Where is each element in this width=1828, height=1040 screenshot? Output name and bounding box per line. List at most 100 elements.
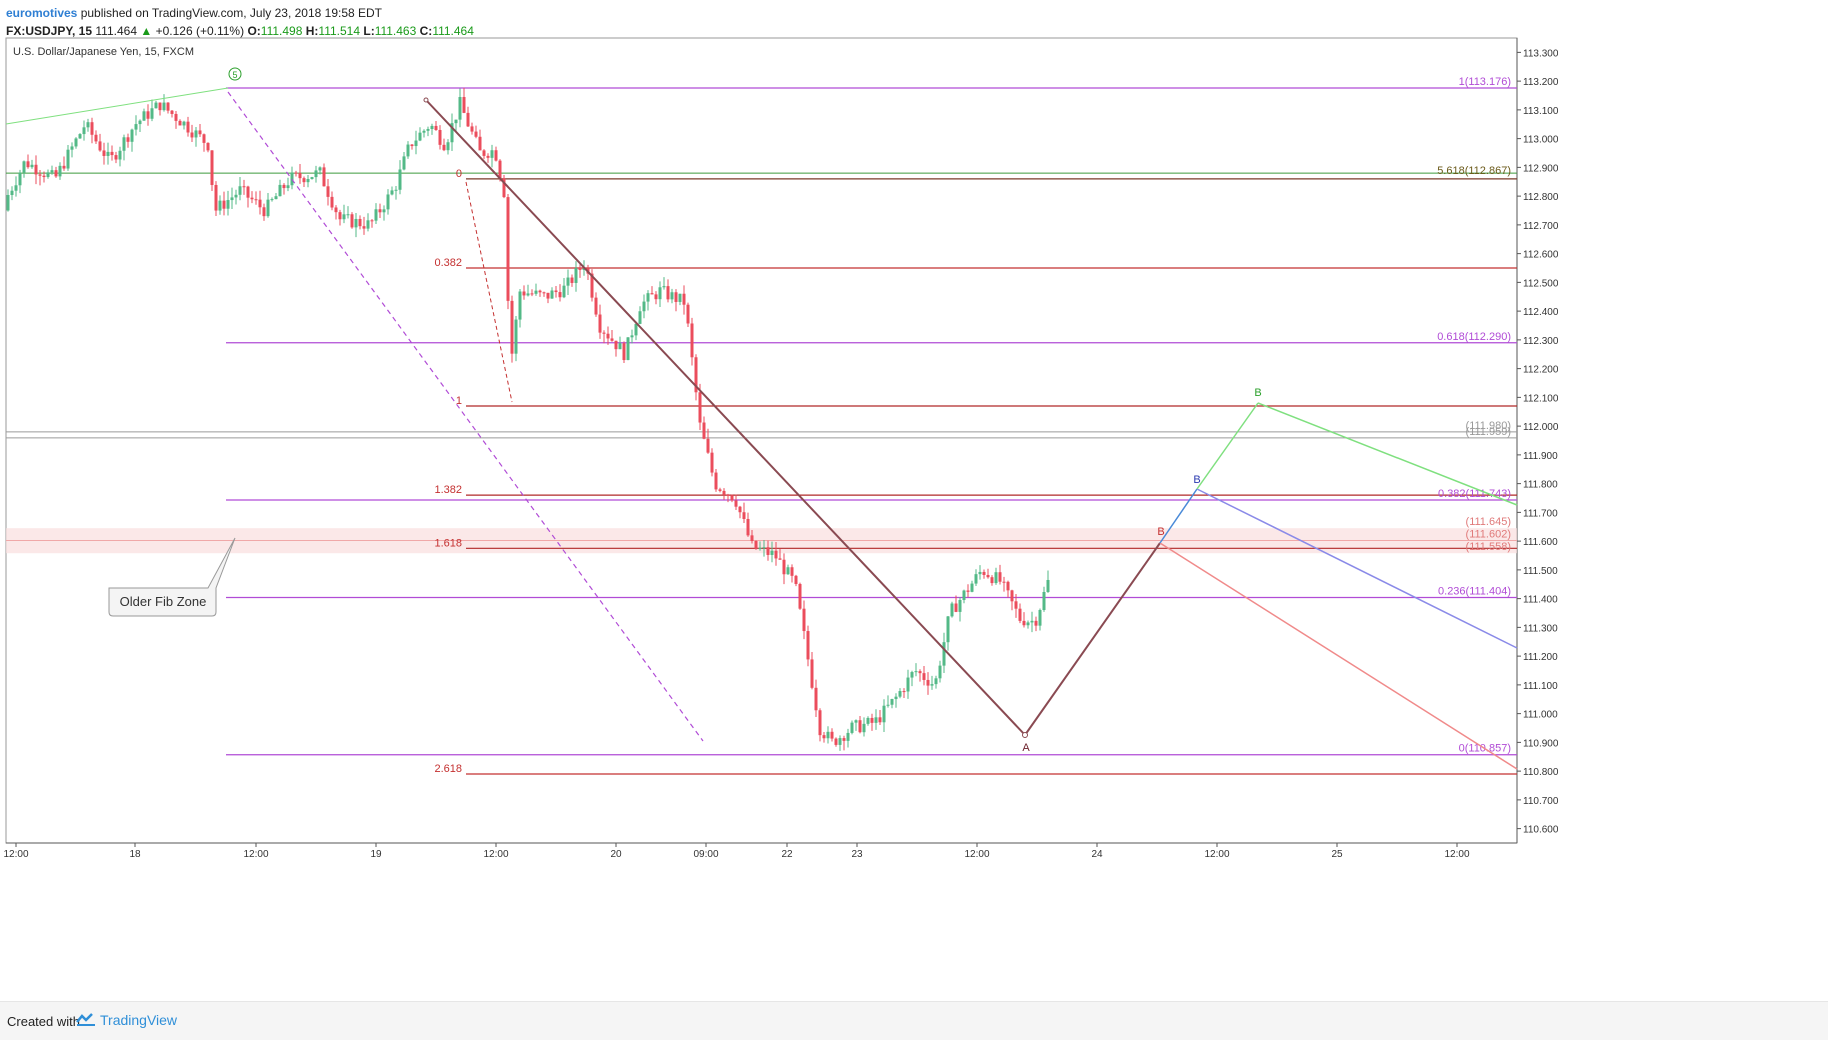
y-tick-label: 112.300 [1523, 336, 1559, 347]
candle [946, 616, 950, 651]
candle [474, 125, 478, 139]
candle-body [722, 490, 726, 495]
fib-level-label: 1.618 [434, 537, 462, 549]
y-tick-label: 113.300 [1523, 48, 1559, 59]
candle [602, 330, 606, 344]
candle-body [606, 333, 610, 339]
candle [814, 679, 818, 718]
candle [210, 150, 214, 192]
candle-body [90, 122, 94, 135]
candle-body [694, 357, 698, 393]
candle [394, 185, 398, 200]
candle-body [198, 130, 202, 135]
candle [6, 189, 10, 212]
candle-body [870, 717, 874, 723]
red-dashed-diagonal [465, 181, 513, 403]
candle-body [226, 200, 230, 209]
candle-body [366, 220, 370, 229]
open-value: 111.498 [260, 24, 303, 38]
candle-body [218, 200, 222, 211]
candle [678, 293, 682, 306]
green-leg-line [1196, 402, 1259, 490]
candle [1010, 589, 1014, 611]
candle [174, 110, 178, 129]
candle [838, 735, 842, 751]
candle-body [474, 131, 478, 137]
candle [858, 715, 862, 734]
candle-body [86, 122, 90, 128]
candle-body [806, 631, 810, 660]
candle-body [998, 572, 1002, 582]
candle-body [66, 149, 70, 169]
candle-body [286, 185, 290, 189]
candle-body [958, 600, 962, 612]
candle-body [638, 311, 642, 324]
author-link[interactable]: euromotives [6, 6, 78, 20]
candle [118, 146, 122, 167]
candle-body [910, 672, 914, 678]
candle [662, 277, 666, 290]
candle [190, 124, 194, 142]
tradingview-logo-icon [76, 1013, 95, 1026]
fib-level-label: 0.382 [434, 257, 462, 269]
candle [398, 160, 402, 195]
candle-body [698, 392, 702, 423]
candle-body [134, 124, 138, 130]
candle [278, 179, 282, 197]
candle-body [522, 291, 526, 296]
candle [994, 567, 998, 585]
candle-body [862, 723, 866, 733]
blue-leg-line [1159, 488, 1198, 544]
candle [318, 166, 322, 175]
candle-body [306, 179, 310, 183]
candle-body [878, 717, 882, 723]
candle [806, 625, 810, 667]
candle-body [470, 126, 474, 132]
price-chart[interactable]: U.S. Dollar/Japanese Yen, 15, FXCM 113.30… [0, 0, 1828, 1000]
candle [918, 669, 922, 682]
candle-body [410, 144, 414, 147]
candle-body [302, 178, 306, 183]
x-tick-label: 12:00 [1204, 849, 1229, 860]
candle [534, 283, 538, 296]
candle [542, 291, 546, 297]
candle-body [942, 642, 946, 666]
candle [898, 688, 902, 699]
candle-body [294, 172, 298, 174]
candle [238, 177, 242, 201]
candle [346, 206, 350, 219]
x-tick-label: 20 [610, 849, 622, 860]
candle [530, 289, 534, 297]
high-label: H: [305, 24, 319, 38]
candle-body [310, 177, 314, 180]
candle-body [158, 102, 162, 111]
candle-body [70, 146, 74, 150]
candle-body [278, 184, 282, 197]
candle-body [394, 189, 398, 191]
candle-body [714, 472, 718, 490]
candle-body [418, 132, 422, 141]
candle [522, 285, 526, 300]
candle-body [190, 132, 194, 138]
up-arrow-icon: ▲ [140, 24, 153, 38]
candle [490, 144, 494, 168]
candle-body [630, 335, 634, 338]
candle-body [726, 494, 730, 496]
tradingview-brand-link[interactable]: TradingView [100, 1012, 178, 1028]
candle [334, 205, 338, 220]
candle-body [142, 111, 146, 121]
candle-body [1046, 579, 1050, 592]
candle-body [962, 590, 966, 601]
x-tick-label: 12:00 [1444, 849, 1469, 860]
candle-body [498, 160, 502, 179]
right-level-label: 0.618(112.290) [1437, 331, 1511, 343]
symbol-label: FX:USDJPY, 15 [6, 24, 93, 38]
candle-body [782, 559, 786, 575]
candle [182, 120, 186, 130]
close-label: C: [419, 24, 433, 38]
fib-level-label: 2.618 [434, 763, 462, 775]
candle [714, 468, 718, 492]
candle [1038, 608, 1042, 631]
candle-body [1030, 620, 1034, 623]
candle [610, 329, 614, 342]
